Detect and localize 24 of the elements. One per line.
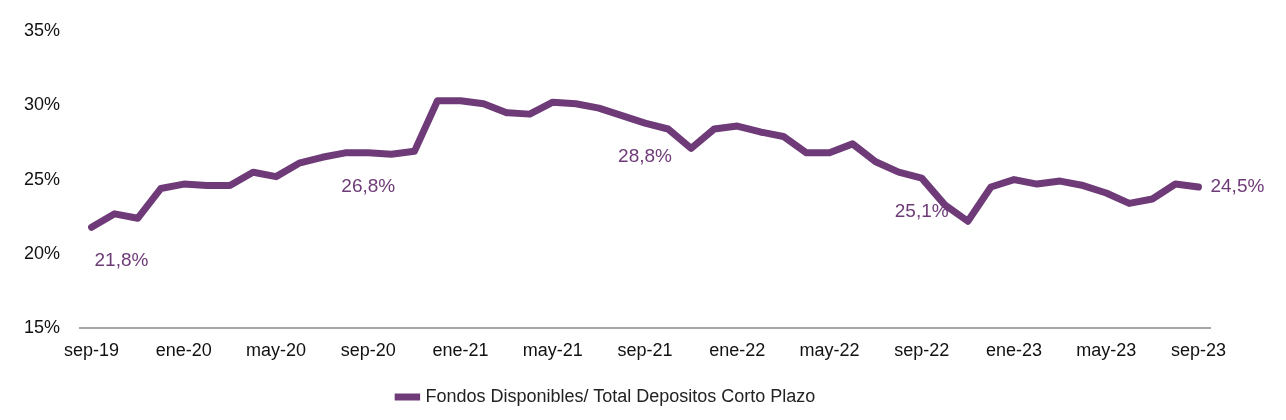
x-tick-label: may-21 xyxy=(522,340,583,361)
x-tick-label: ene-22 xyxy=(709,340,766,361)
x-tick-label: may-23 xyxy=(1076,340,1137,361)
data-label: 24,5% xyxy=(1210,175,1265,197)
y-tick-label: 15% xyxy=(24,317,61,338)
x-tick-label: ene-23 xyxy=(985,340,1043,361)
legend-label: Fondos Disponibles/ Total Depositos Corto Plazo xyxy=(425,385,816,406)
x-tick-label: may-20 xyxy=(246,340,307,361)
data-label: 25,1% xyxy=(894,199,949,221)
x-tick-label: sep-22 xyxy=(894,340,950,361)
x-tick-label: sep-23 xyxy=(1170,340,1226,361)
x-tick-label: may-22 xyxy=(799,340,860,361)
x-tick-label: sep-20 xyxy=(340,340,396,361)
x-tick-label: ene-20 xyxy=(155,340,212,361)
y-tick-label: 30% xyxy=(24,94,61,115)
y-tick-label: 35% xyxy=(24,19,61,40)
y-tick-label: 25% xyxy=(24,168,61,189)
data-label: 21,8% xyxy=(94,248,149,270)
data-label: 28,8% xyxy=(618,144,673,166)
y-tick-label: 20% xyxy=(24,242,61,263)
data-label: 26,8% xyxy=(341,174,396,196)
x-tick-label: ene-21 xyxy=(432,340,489,361)
x-tick-label: sep-21 xyxy=(617,340,673,361)
x-tick-label: sep-19 xyxy=(64,340,120,361)
